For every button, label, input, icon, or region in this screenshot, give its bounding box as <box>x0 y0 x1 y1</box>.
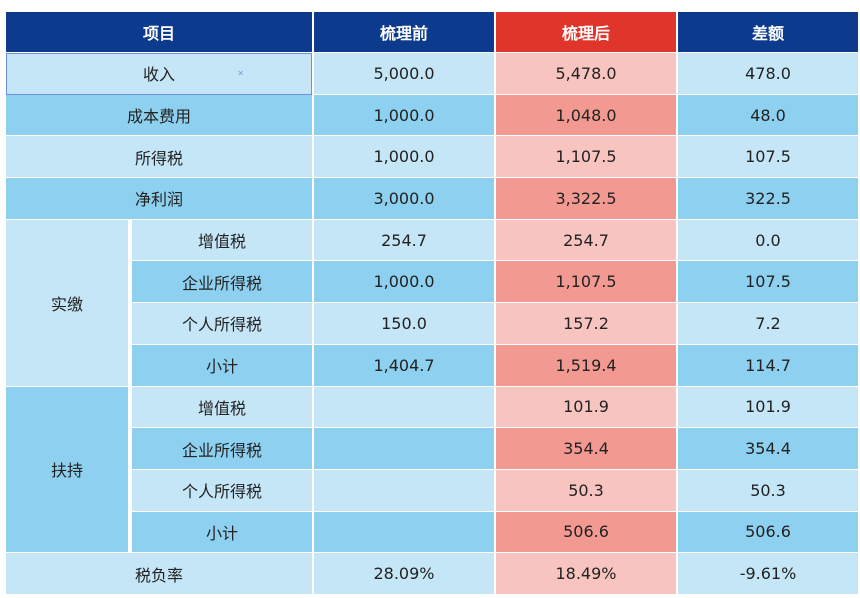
sub-label-corporate-tax[interactable]: 企业所得税 <box>132 428 312 470</box>
cell-before[interactable]: 254.7 <box>314 219 494 262</box>
cell-after[interactable]: 1,107.5 <box>496 136 676 179</box>
row-label-text: 收入 <box>142 65 175 85</box>
cell-before[interactable]: 5,000.0 <box>314 53 494 95</box>
cell-diff[interactable]: 322.5 <box>678 178 858 220</box>
header-after: 梳理后 <box>496 12 676 53</box>
cell-diff[interactable]: 50.3 <box>678 469 858 512</box>
sub-label-vat[interactable]: 增值税 <box>132 386 312 429</box>
row-label-revenue[interactable]: 收入 × <box>6 53 312 95</box>
cell-diff[interactable]: 107.5 <box>678 261 858 304</box>
cell-before[interactable]: 28.09% <box>314 553 494 595</box>
tax-comparison-table: 项目 梳理前 梳理后 差额 收入 × 5,000.0 5,478.0 478.0… <box>6 12 858 595</box>
sub-label-corporate-tax[interactable]: 企业所得税 <box>132 261 312 304</box>
cell-after[interactable]: 1,519.4 <box>496 344 676 387</box>
cell-before[interactable]: 1,000.0 <box>314 136 494 179</box>
cell-before[interactable]: 1,000.0 <box>314 261 494 304</box>
sub-label-personal-tax[interactable]: 个人所得税 <box>132 469 312 512</box>
cell-diff[interactable]: 0.0 <box>678 219 858 262</box>
cell-before[interactable] <box>314 428 494 470</box>
group-label-support[interactable]: 扶持 <box>6 386 130 554</box>
cell-before[interactable]: 150.0 <box>314 303 494 345</box>
cell-before[interactable] <box>314 386 494 429</box>
cell-after[interactable]: 50.3 <box>496 469 676 512</box>
cell-after[interactable]: 3,322.5 <box>496 178 676 220</box>
row-label-income-tax[interactable]: 所得税 <box>6 136 312 179</box>
cell-after[interactable]: 1,048.0 <box>496 94 676 137</box>
cell-after[interactable]: 157.2 <box>496 303 676 345</box>
cell-before[interactable]: 3,000.0 <box>314 178 494 220</box>
row-label-cost[interactable]: 成本费用 <box>6 94 312 137</box>
row-label-net-profit[interactable]: 净利润 <box>6 178 312 220</box>
sub-label-vat[interactable]: 增值税 <box>132 219 312 262</box>
cell-diff[interactable]: 478.0 <box>678 53 858 95</box>
sub-label-subtotal[interactable]: 小计 <box>132 511 312 554</box>
group-label-paid[interactable]: 实缴 <box>6 219 130 387</box>
cell-after[interactable]: 5,478.0 <box>496 53 676 95</box>
row-label-tax-burden[interactable]: 税负率 <box>6 553 312 595</box>
cell-diff[interactable]: 7.2 <box>678 303 858 345</box>
selection-marker: × <box>237 68 244 78</box>
cell-after[interactable]: 18.49% <box>496 553 676 595</box>
header-diff: 差额 <box>678 12 858 53</box>
cell-before[interactable] <box>314 469 494 512</box>
cell-after[interactable]: 101.9 <box>496 386 676 429</box>
cell-diff[interactable]: 354.4 <box>678 428 858 470</box>
header-item: 项目 <box>6 12 312 53</box>
cell-after[interactable]: 1,107.5 <box>496 261 676 304</box>
cell-diff[interactable]: 107.5 <box>678 136 858 179</box>
cell-diff[interactable]: 506.6 <box>678 511 858 554</box>
sub-label-subtotal[interactable]: 小计 <box>132 344 312 387</box>
cell-before[interactable] <box>314 511 494 554</box>
cell-before[interactable]: 1,404.7 <box>314 344 494 387</box>
cell-after[interactable]: 354.4 <box>496 428 676 470</box>
cell-diff[interactable]: -9.61% <box>678 553 858 595</box>
sub-label-personal-tax[interactable]: 个人所得税 <box>132 303 312 345</box>
cell-diff[interactable]: 114.7 <box>678 344 858 387</box>
header-before: 梳理前 <box>314 12 494 53</box>
cell-after[interactable]: 506.6 <box>496 511 676 554</box>
cell-before[interactable]: 1,000.0 <box>314 94 494 137</box>
cell-diff[interactable]: 101.9 <box>678 386 858 429</box>
cell-after[interactable]: 254.7 <box>496 219 676 262</box>
cell-diff[interactable]: 48.0 <box>678 94 858 137</box>
